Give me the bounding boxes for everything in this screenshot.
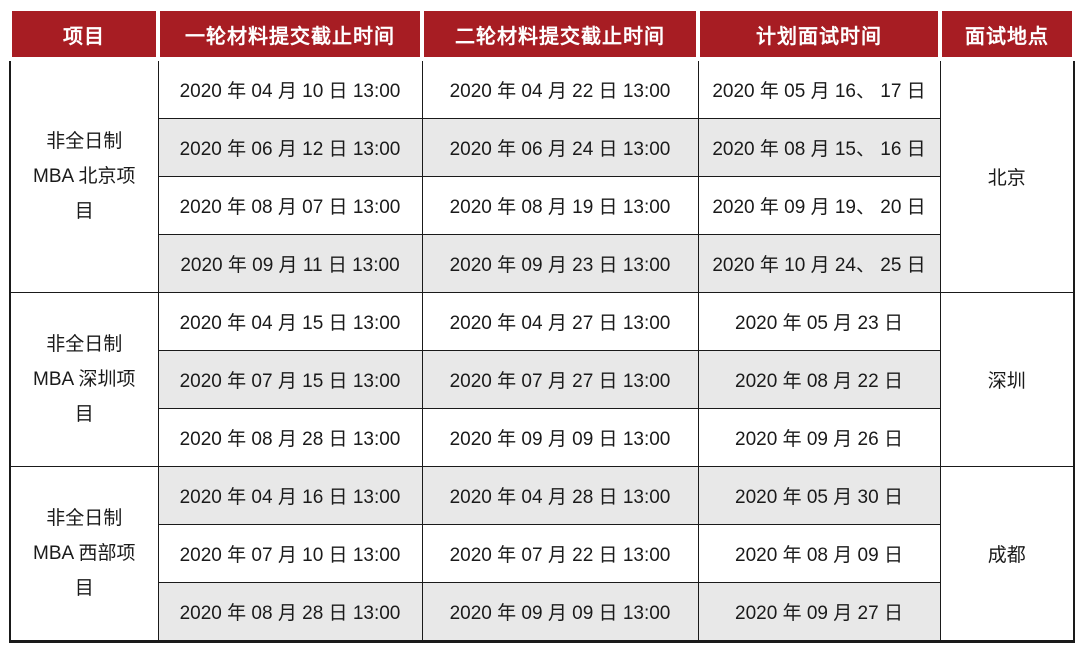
round1-deadline-cell: 2020 年 07 月 15 日 13:00 bbox=[157, 350, 423, 409]
round1-deadline-cell: 2020 年 07 月 10 日 13:00 bbox=[157, 524, 423, 583]
header-cell-project: 项目 bbox=[8, 7, 160, 61]
project-cell: 非全日制 MBA 深圳项目 bbox=[9, 292, 159, 467]
round2-deadline-cell: 2020 年 09 月 09 日 13:00 bbox=[421, 582, 699, 643]
round2-deadline-cell: 2020 年 04 月 27 日 13:00 bbox=[421, 292, 699, 351]
interview-date-cell: 2020 年 09 月 26 日 bbox=[697, 408, 941, 467]
table-row: 2020 年 06 月 12 日 13:00 2020 年 06 月 24 日 1… bbox=[10, 118, 1074, 177]
interview-date-cell: 2020 年 10 月 24、 25 日 bbox=[697, 234, 941, 293]
round1-deadline-cell: 2020 年 08 月 07 日 13:00 bbox=[157, 176, 423, 235]
mba-interview-schedule-table: 项目 一轮材料提交截止时间 二轮材料提交截止时间 计划面试时间 面试地点 非全日… bbox=[8, 7, 1076, 643]
round1-deadline-cell: 2020 年 04 月 10 日 13:00 bbox=[157, 58, 423, 119]
round1-deadline-cell: 2020 年 06 月 12 日 13:00 bbox=[157, 118, 423, 177]
header-cell-interview-location: 面试地点 bbox=[938, 7, 1076, 61]
interview-date-cell: 2020 年 05 月 23 日 bbox=[697, 292, 941, 351]
table-row: 2020 年 09 月 11 日 13:00 2020 年 09 月 23 日 1… bbox=[10, 234, 1074, 293]
table-row: 2020 年 07 月 10 日 13:00 2020 年 07 月 22 日 1… bbox=[10, 524, 1074, 583]
round2-deadline-cell: 2020 年 07 月 22 日 13:00 bbox=[421, 524, 699, 583]
table-row: 非全日制 MBA 深圳项目 2020 年 04 月 15 日 13:00 2020 … bbox=[9, 292, 1075, 467]
header-cell-round1-deadline: 一轮材料提交截止时间 bbox=[156, 7, 424, 61]
round1-deadline-cell: 2020 年 04 月 16 日 13:00 bbox=[157, 466, 423, 525]
round2-deadline-cell: 2020 年 04 月 28 日 13:00 bbox=[421, 466, 699, 525]
table-row: 2020 年 08 月 28 日 13:00 2020 年 09 月 09 日 1… bbox=[10, 582, 1074, 643]
interview-date-cell: 2020 年 09 月 19、 20 日 bbox=[697, 176, 941, 235]
project-cell: 非全日制 MBA 北京项目 bbox=[9, 58, 159, 293]
round2-deadline-cell: 2020 年 04 月 22 日 13:00 bbox=[421, 58, 699, 119]
interview-date-cell: 2020 年 08 月 09 日 bbox=[697, 524, 941, 583]
round2-deadline-cell: 2020 年 09 月 23 日 13:00 bbox=[421, 234, 699, 293]
round1-deadline-cell: 2020 年 08 月 28 日 13:00 bbox=[157, 582, 423, 643]
round2-deadline-cell: 2020 年 07 月 27 日 13:00 bbox=[421, 350, 699, 409]
round1-deadline-cell: 2020 年 04 月 15 日 13:00 bbox=[157, 292, 423, 351]
header-row: 项目 一轮材料提交截止时间 二轮材料提交截止时间 计划面试时间 面试地点 bbox=[8, 7, 1076, 61]
table-row: 2020 年 07 月 15 日 13:00 2020 年 07 月 27 日 1… bbox=[10, 350, 1074, 409]
table-body: 非全日制 MBA 北京项目 2020 年 04 月 10 日 13:00 2020 … bbox=[9, 58, 1075, 643]
location-cell: 深圳 bbox=[939, 292, 1075, 467]
project-cell: 非全日制 MBA 西部项目 bbox=[9, 466, 159, 643]
interview-date-cell: 2020 年 05 月 30 日 bbox=[697, 466, 941, 525]
round2-deadline-cell: 2020 年 09 月 09 日 13:00 bbox=[421, 408, 699, 467]
table-row: 2020 年 08 月 07 日 13:00 2020 年 08 月 19 日 1… bbox=[10, 176, 1074, 235]
table-row: 2020 年 08 月 28 日 13:00 2020 年 09 月 09 日 1… bbox=[10, 408, 1074, 467]
header-cell-round2-deadline: 二轮材料提交截止时间 bbox=[420, 7, 700, 61]
location-cell: 北京 bbox=[939, 58, 1075, 293]
table-row: 非全日制 MBA 北京项目 2020 年 04 月 10 日 13:00 2020 … bbox=[9, 58, 1075, 293]
header-cell-interview-time: 计划面试时间 bbox=[696, 7, 942, 61]
location-cell: 成都 bbox=[939, 466, 1075, 643]
interview-date-cell: 2020 年 09 月 27 日 bbox=[697, 582, 941, 643]
interview-date-cell: 2020 年 08 月 22 日 bbox=[697, 350, 941, 409]
table-row: 非全日制 MBA 西部项目 2020 年 04 月 16 日 13:00 2020 … bbox=[9, 466, 1075, 643]
round2-deadline-cell: 2020 年 06 月 24 日 13:00 bbox=[421, 118, 699, 177]
interview-date-cell: 2020 年 08 月 15、 16 日 bbox=[697, 118, 941, 177]
interview-date-cell: 2020 年 05 月 16、 17 日 bbox=[697, 58, 941, 119]
round2-deadline-cell: 2020 年 08 月 19 日 13:00 bbox=[421, 176, 699, 235]
round1-deadline-cell: 2020 年 08 月 28 日 13:00 bbox=[157, 408, 423, 467]
round1-deadline-cell: 2020 年 09 月 11 日 13:00 bbox=[157, 234, 423, 293]
